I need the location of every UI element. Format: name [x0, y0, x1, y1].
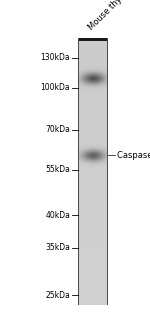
- Text: 55kDa: 55kDa: [45, 165, 70, 174]
- Text: 25kDa: 25kDa: [45, 291, 70, 300]
- Text: 35kDa: 35kDa: [45, 244, 70, 252]
- Text: 100kDa: 100kDa: [40, 84, 70, 92]
- Text: Caspase 8: Caspase 8: [117, 150, 150, 159]
- Text: 70kDa: 70kDa: [45, 125, 70, 134]
- Text: 130kDa: 130kDa: [40, 53, 70, 62]
- Text: 40kDa: 40kDa: [45, 211, 70, 220]
- Text: Mouse thymus: Mouse thymus: [87, 0, 136, 32]
